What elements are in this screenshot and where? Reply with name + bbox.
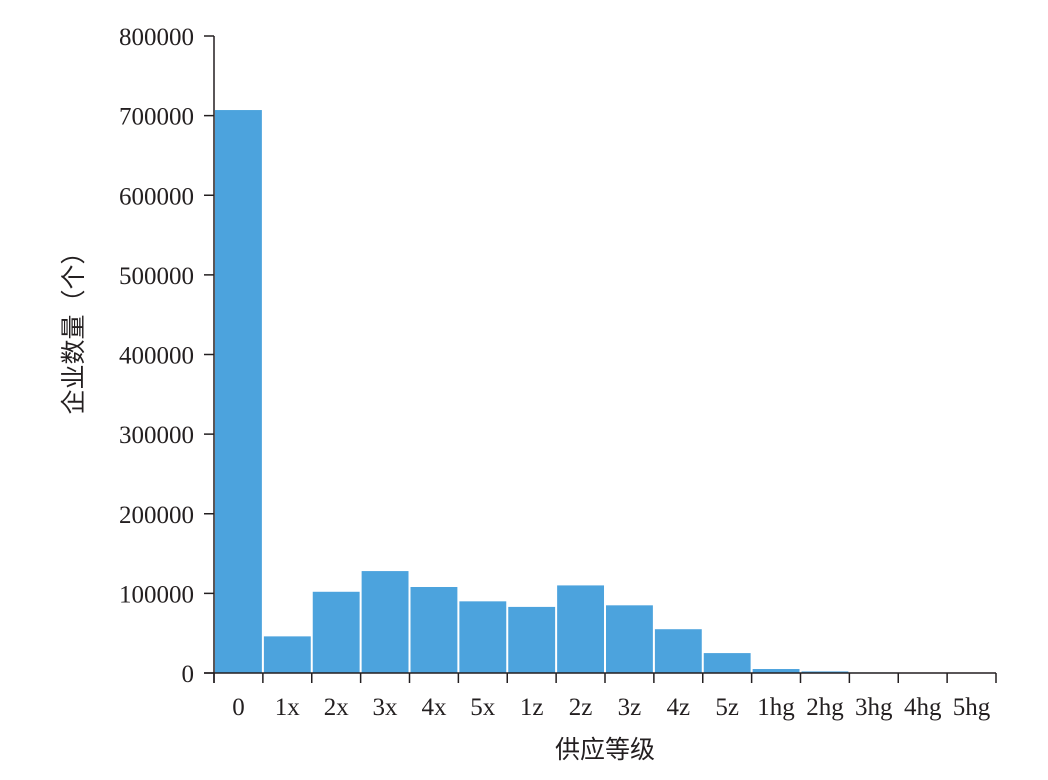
bar-1x [263, 636, 311, 673]
bar-5x [459, 601, 507, 673]
bar-3z [606, 605, 653, 673]
x-tick-label: 3z [618, 694, 642, 721]
bar-1z [508, 606, 556, 673]
y-axis-title: 企业数量（个） [59, 239, 88, 414]
bar-0 [215, 110, 262, 674]
y-tick-label: 300000 [119, 422, 194, 449]
x-ticks-group: 0 1x 2x 3x 4x 5x 1z 2z 3z 4z 5z 1hg 2hg 3hg 4hg 5hg [213, 673, 997, 721]
x-tick-label: 4x [421, 694, 447, 721]
x-tick-label: 2x [324, 694, 350, 721]
bar-1hg [752, 669, 800, 673]
x-tick-label: 5x [470, 694, 496, 721]
x-tick-label: 5hg [953, 694, 991, 721]
y-tick-label: 600000 [119, 183, 194, 210]
y-tick-label: 200000 [119, 502, 194, 529]
y-tick-label: 800000 [119, 24, 194, 51]
y-tick-label: 700000 [119, 104, 194, 131]
x-axis-title: 供应等级 [555, 735, 655, 764]
bar-3x [361, 571, 409, 673]
x-tick-label: 3x [373, 694, 399, 721]
x-tick-label: 2z [569, 694, 593, 721]
bar-2x [312, 591, 360, 673]
x-tick-label: 4z [667, 694, 691, 721]
bars-group [215, 110, 996, 674]
axes-group [204, 36, 996, 683]
x-tick-label: 1hg [757, 694, 795, 721]
y-tick-label: 500000 [119, 263, 194, 290]
x-tick-label: 0 [232, 694, 245, 721]
bar-4x [410, 587, 458, 673]
x-tick-label: 4hg [904, 694, 942, 721]
x-tick-label: 2hg [806, 694, 844, 721]
x-tick-label: 1z [520, 694, 544, 721]
bar-2z [557, 585, 605, 673]
bar-5z [703, 653, 751, 673]
x-tick-label: 5z [715, 694, 739, 721]
y-tick-label: 400000 [119, 343, 194, 370]
y-tick-label: 100000 [119, 581, 194, 608]
x-tick-label: 1x [275, 694, 301, 721]
y-ticks-group: 0 100000 200000 300000 400000 500000 600000 700… [119, 24, 214, 688]
bar-4z [654, 629, 702, 673]
bar-2hg [801, 671, 849, 673]
x-tick-label: 3hg [855, 694, 893, 721]
y-tick-label: 0 [182, 661, 195, 688]
